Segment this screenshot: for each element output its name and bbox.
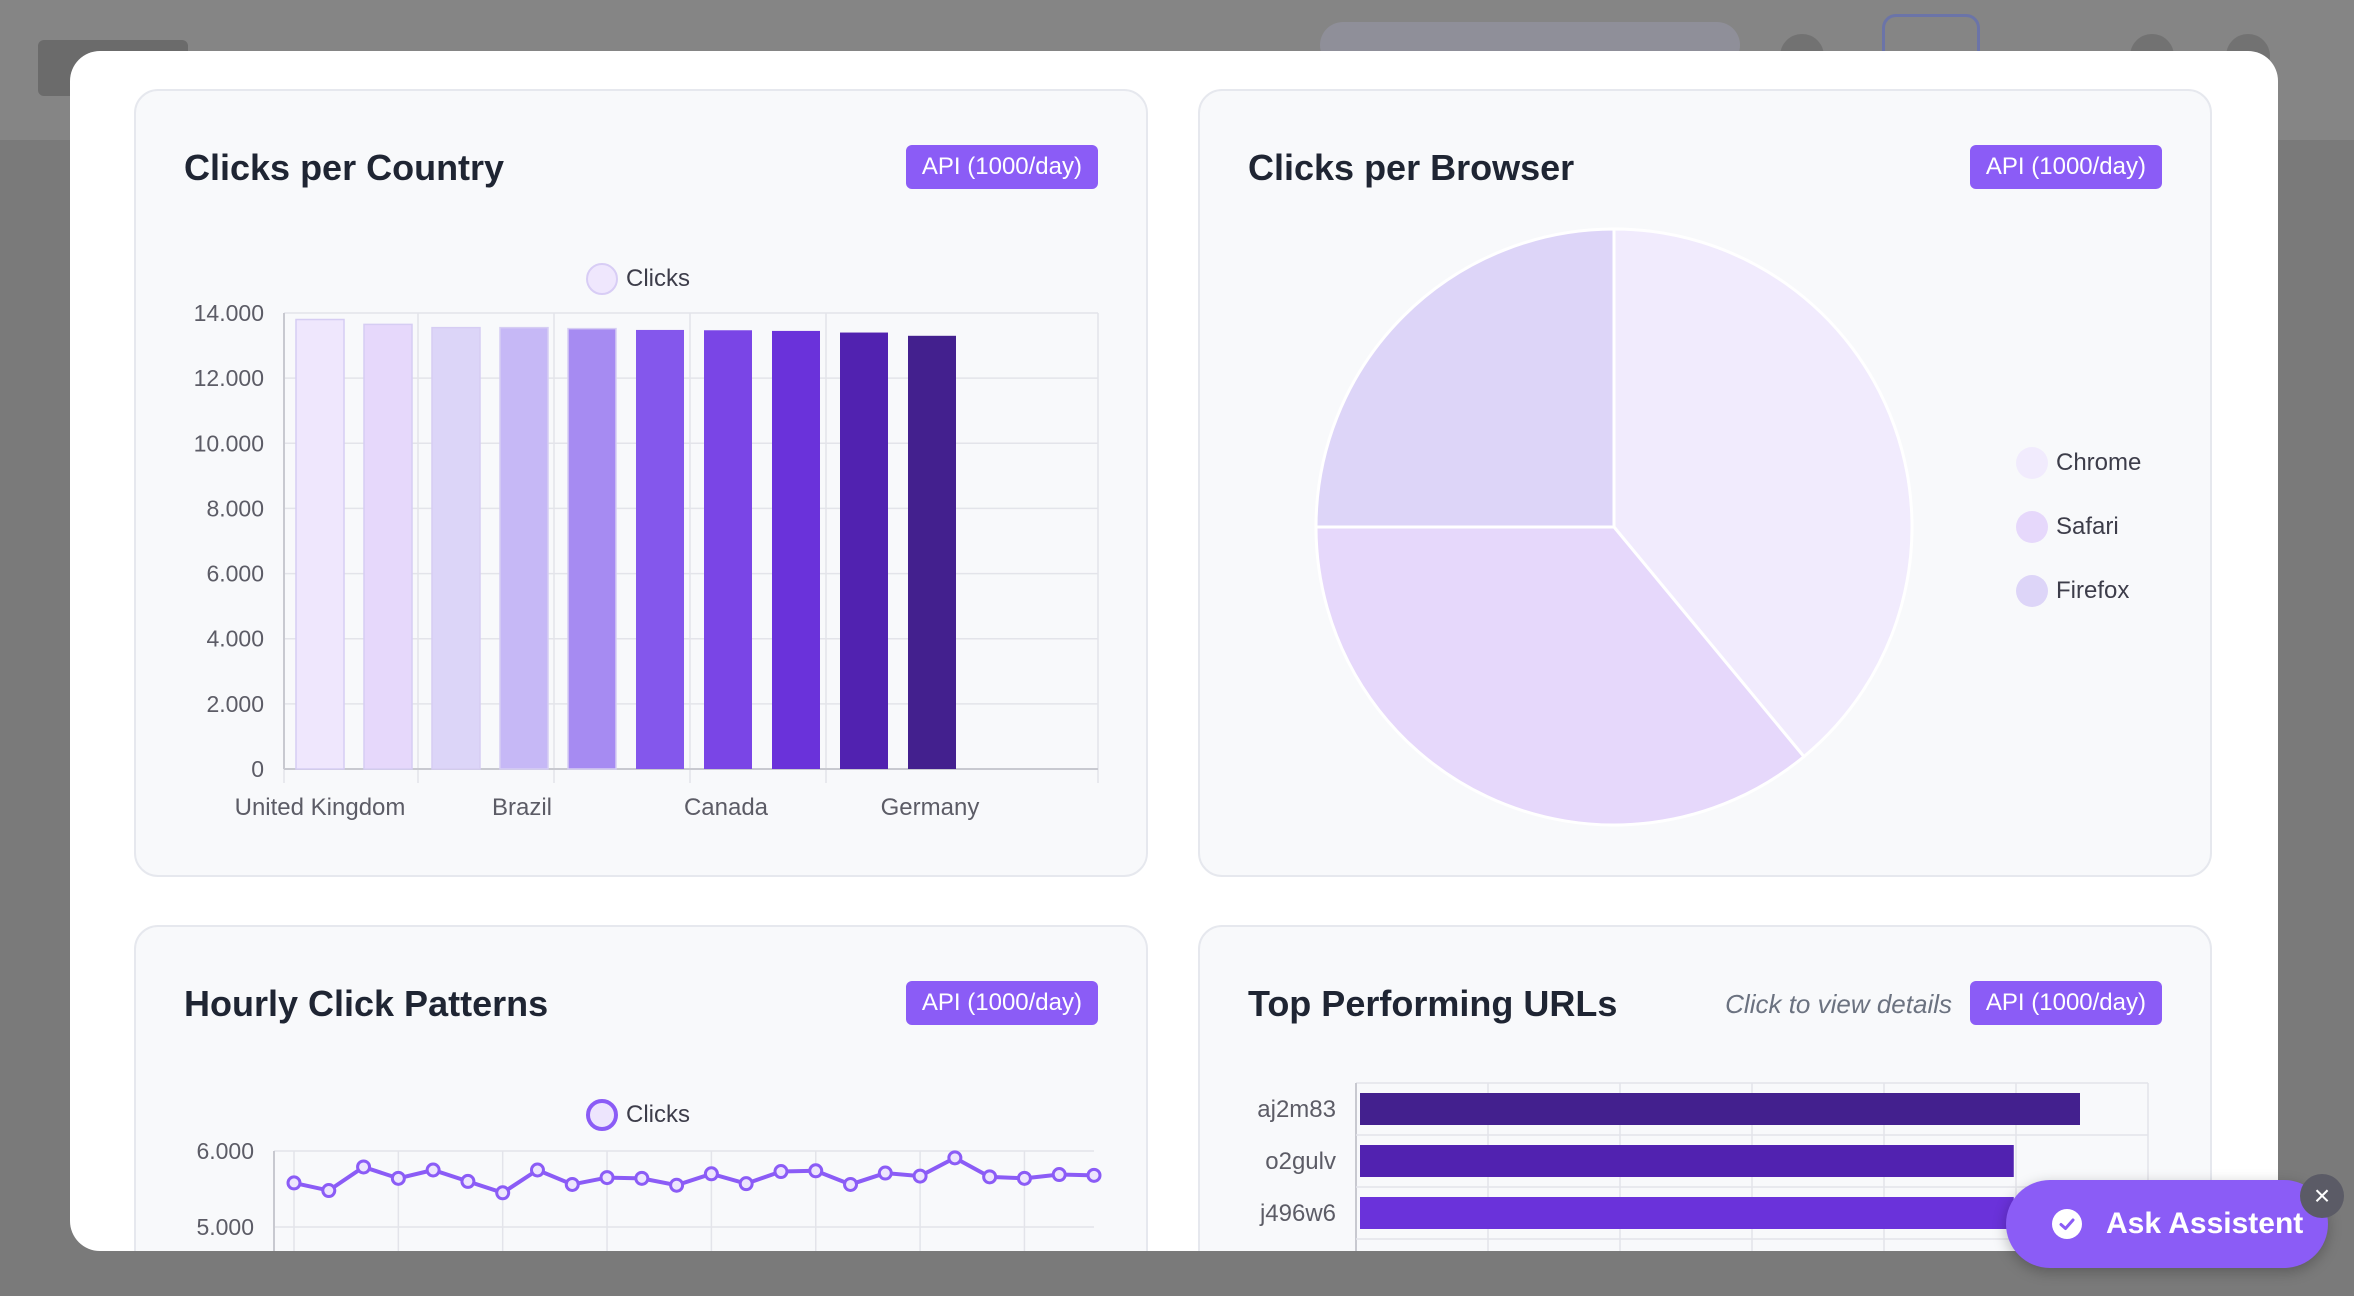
data-point bbox=[1086, 1167, 1102, 1183]
data-point bbox=[495, 1185, 511, 1201]
bar bbox=[908, 335, 956, 769]
data-point bbox=[843, 1176, 859, 1192]
api-badge[interactable]: API (1000/day) bbox=[905, 145, 1098, 189]
data-point bbox=[356, 1159, 372, 1175]
data-point bbox=[599, 1170, 615, 1186]
ask-assistant-label: Ask Assistent bbox=[2106, 1207, 2304, 1240]
card-title: Top Performing URLs bbox=[1248, 983, 1618, 1024]
data-point bbox=[460, 1173, 476, 1189]
data-point bbox=[703, 1166, 719, 1182]
bar bbox=[431, 326, 481, 770]
url-label: j496w6 bbox=[1259, 1200, 1336, 1227]
data-point bbox=[286, 1175, 302, 1191]
url-label: o2gulv bbox=[1265, 1148, 1336, 1175]
y-tick-label: 8.000 bbox=[206, 495, 264, 521]
y-tick-label: 2.000 bbox=[206, 691, 264, 717]
bar bbox=[704, 330, 752, 769]
bar bbox=[499, 326, 549, 770]
data-point bbox=[1016, 1170, 1032, 1186]
legend-swatch bbox=[586, 1099, 618, 1131]
bar bbox=[772, 330, 820, 769]
y-tick-label: 5.000 bbox=[196, 1214, 254, 1240]
ask-assistant-button[interactable]: Ask Assistent bbox=[2006, 1180, 2328, 1268]
bar bbox=[840, 332, 888, 769]
x-tick-label: United Kingdom bbox=[235, 794, 406, 821]
data-point bbox=[425, 1162, 441, 1178]
analytics-modal: Clicks per Country API (1000/day) Clicks… bbox=[70, 51, 2278, 1251]
clicks-per-country-chart: 0 2.000 4.000 6.000 8.000 10.000 12.000 14.000 U… bbox=[194, 300, 1099, 821]
card-title: Clicks per Browser bbox=[1248, 147, 1575, 188]
clicks-per-browser-chart bbox=[1314, 227, 1914, 827]
data-point bbox=[808, 1163, 824, 1179]
data-point bbox=[877, 1165, 893, 1181]
api-badge[interactable]: API (1000/day) bbox=[1969, 981, 2162, 1025]
card-title: Hourly Click Patterns bbox=[184, 983, 549, 1024]
data-point bbox=[529, 1162, 545, 1178]
legend-swatch bbox=[586, 263, 618, 295]
legend-item-firefox[interactable]: Firefox bbox=[2016, 575, 2129, 607]
clicks-per-country-card: Clicks per Country API (1000/day) Clicks… bbox=[134, 89, 1148, 877]
legend-label: Safari bbox=[2056, 513, 2119, 540]
y-tick-label: 6.000 bbox=[206, 561, 264, 587]
legend-item-safari[interactable]: Safari bbox=[2016, 511, 2119, 543]
api-badge[interactable]: API (1000/day) bbox=[905, 981, 1098, 1025]
y-tick-label: 10.000 bbox=[194, 430, 264, 456]
close-icon[interactable]: × bbox=[2300, 1174, 2344, 1218]
legend-label: Clicks bbox=[626, 265, 690, 292]
bar bbox=[363, 323, 413, 770]
x-tick-label: Canada bbox=[684, 794, 769, 821]
data-point bbox=[564, 1176, 580, 1192]
legend-label: Chrome bbox=[2056, 449, 2142, 476]
clicks-per-browser-card: Clicks per Browser API (1000/day) Chrome… bbox=[1198, 89, 2212, 877]
legend-label: Clicks bbox=[626, 1101, 690, 1128]
data-point bbox=[738, 1176, 754, 1192]
bar bbox=[295, 318, 345, 770]
data-point bbox=[669, 1177, 685, 1193]
data-point bbox=[773, 1164, 789, 1180]
data-point bbox=[982, 1169, 998, 1185]
bar bbox=[636, 329, 684, 769]
data-point bbox=[1051, 1167, 1067, 1183]
y-tick-label: 4.000 bbox=[206, 626, 264, 652]
bar bbox=[567, 327, 617, 770]
api-badge[interactable]: API (1000/day) bbox=[1969, 145, 2162, 189]
click-details-hint: Click to view details bbox=[1725, 989, 1952, 1019]
x-tick-label: Germany bbox=[881, 794, 980, 821]
pie-slice-chrome bbox=[1612, 227, 1914, 759]
data-point bbox=[321, 1183, 337, 1199]
pie-slice-safari bbox=[1314, 525, 1807, 827]
data-point bbox=[634, 1170, 650, 1186]
pie-slice-firefox bbox=[1314, 227, 1616, 529]
data-point bbox=[947, 1150, 963, 1166]
hourly-click-patterns-card: Hourly Click Patterns API (1000/day) Cli… bbox=[134, 925, 1148, 1251]
check-icon bbox=[2052, 1209, 2082, 1239]
url-bar bbox=[1360, 1197, 2014, 1229]
y-tick-label: 0 bbox=[251, 756, 264, 782]
legend-label: Firefox bbox=[2056, 577, 2130, 604]
legend-swatch bbox=[2016, 447, 2048, 479]
url-label: aj2m83 bbox=[1257, 1096, 1336, 1123]
data-point bbox=[912, 1168, 928, 1184]
legend-item-chrome[interactable]: Chrome bbox=[2016, 447, 2141, 479]
top-urls-chart[interactable]: aj2m83 o2gulv j496w6 bbox=[1200, 927, 2214, 1251]
card-title: Clicks per Country bbox=[184, 147, 505, 188]
y-tick-label: 14.000 bbox=[194, 300, 264, 326]
legend-swatch bbox=[2016, 575, 2048, 607]
legend-swatch bbox=[2016, 511, 2048, 543]
top-performing-urls-card: Top Performing URLs Click to view detail… bbox=[1198, 925, 2212, 1251]
hourly-clicks-chart: 5.000 6.000 bbox=[196, 1138, 1102, 1251]
y-tick-label: 12.000 bbox=[194, 365, 264, 391]
x-tick-label: Brazil bbox=[492, 794, 552, 821]
url-bar bbox=[1360, 1093, 2080, 1125]
chart-legend[interactable]: Clicks bbox=[586, 263, 690, 295]
data-point bbox=[390, 1170, 406, 1186]
series-line bbox=[293, 1155, 1095, 1196]
url-bar bbox=[1360, 1145, 2014, 1177]
y-tick-label: 6.000 bbox=[196, 1138, 254, 1164]
chart-legend[interactable]: Clicks bbox=[586, 1099, 690, 1131]
